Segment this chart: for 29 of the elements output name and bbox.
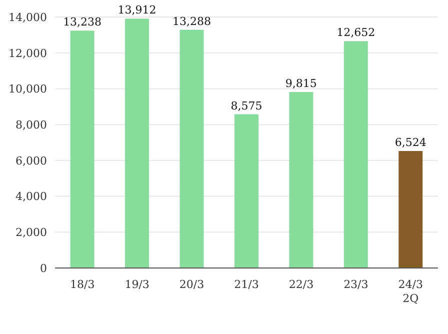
data-label: 13,238	[63, 16, 102, 29]
bar	[125, 18, 150, 268]
data-label: 8,575	[230, 99, 262, 112]
x-tick-label: 22/3	[288, 278, 314, 291]
data-label: 12,652	[336, 26, 376, 40]
x-tick-label: 18/3	[70, 278, 95, 291]
bar	[70, 30, 94, 268]
y-tick-label: 12,000	[8, 46, 47, 60]
data-label: 13,912	[118, 4, 156, 17]
data-label: 6,524	[394, 136, 426, 150]
y-tick-label: 0	[40, 262, 47, 275]
x-tick-label: 19/3	[124, 278, 150, 291]
y-tick-label: 8,000	[16, 118, 47, 132]
y-tick-label: 6,000	[16, 154, 47, 168]
x-tick-label: 20/3	[179, 278, 204, 291]
y-tick-label: 14,000	[8, 10, 47, 24]
y-tick-label: 10,000	[8, 82, 47, 96]
x-tick-label: 21/3	[234, 278, 259, 291]
data-label: 13,288	[172, 14, 211, 28]
bar	[289, 92, 314, 268]
x-tick-label: 23/3	[344, 278, 368, 291]
y-tick-label: 4,000	[16, 190, 47, 204]
bar	[398, 151, 423, 268]
x-tick-label: 24/3 2Q	[398, 278, 423, 305]
bar	[180, 30, 204, 268]
data-label: 9,815	[285, 77, 317, 90]
y-tick-label: 2,000	[16, 226, 47, 240]
bar	[344, 41, 368, 268]
bar	[234, 114, 258, 268]
